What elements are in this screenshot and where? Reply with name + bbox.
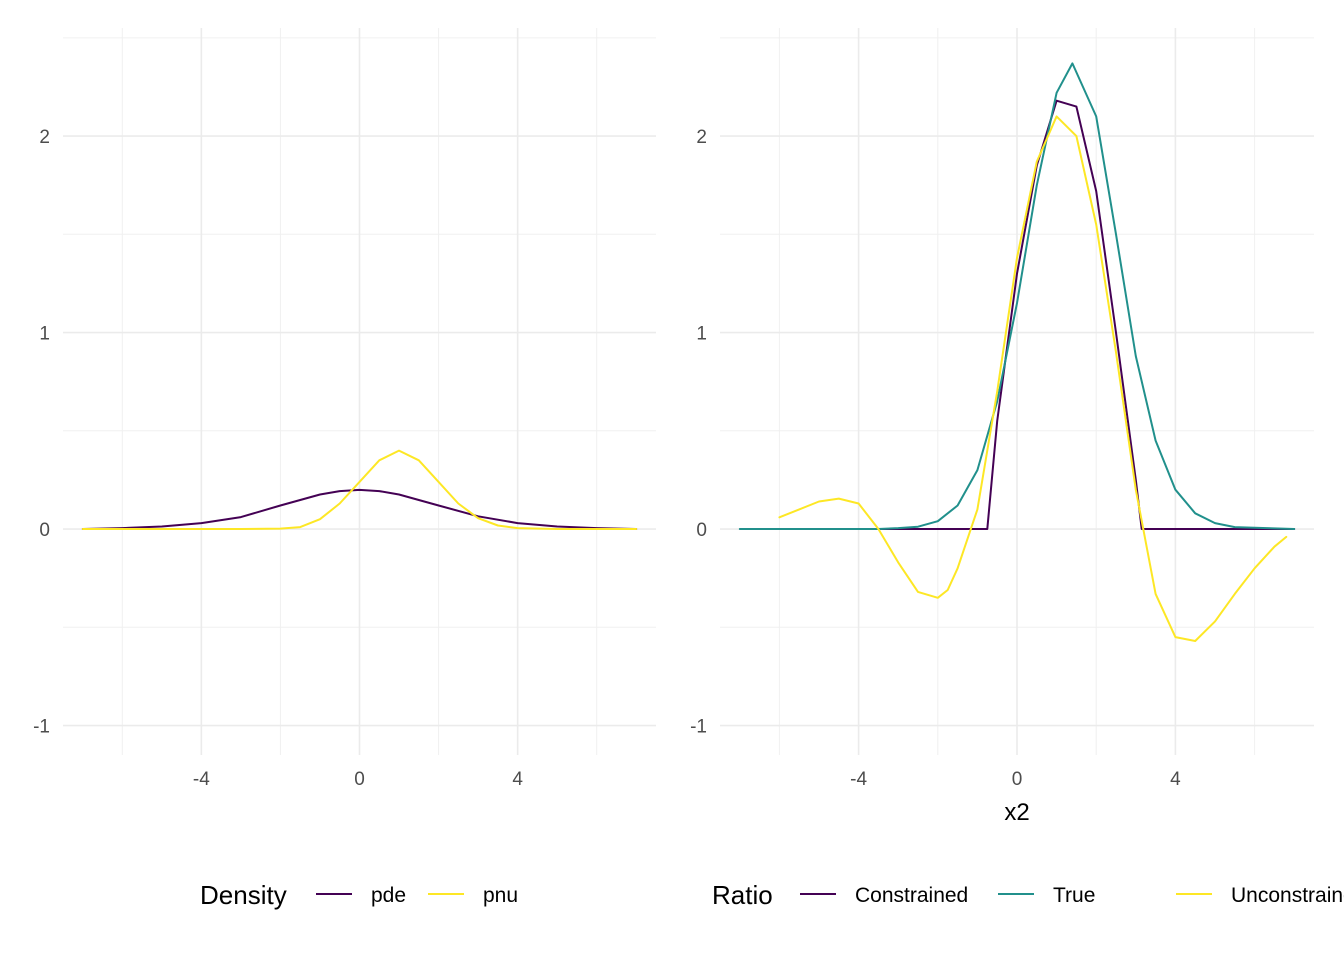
series-line-constrained bbox=[778, 99, 1296, 530]
y-tick-label: 1 bbox=[696, 324, 707, 345]
series-line-unconstrained bbox=[778, 115, 1288, 642]
series-line-pde bbox=[81, 488, 638, 530]
x-tick-label: 4 bbox=[1170, 769, 1181, 790]
legend-label-true: True bbox=[1053, 884, 1095, 907]
ratio-legend: Ratio Constrained True Unconstrained bbox=[712, 880, 1344, 910]
y-tick-label: 0 bbox=[696, 520, 707, 541]
density-panel: -1 0 1 2 -4 0 4 Density pde pnu bbox=[33, 28, 656, 910]
x-tick-label: -4 bbox=[193, 769, 210, 790]
legend-label-pde: pde bbox=[371, 884, 406, 907]
x-axis-title: x2 bbox=[1004, 799, 1029, 826]
x-tick-label: 0 bbox=[354, 769, 365, 790]
x-tick-label: -4 bbox=[850, 769, 867, 790]
x-tick-label: 4 bbox=[512, 769, 523, 790]
y-tick-label: 2 bbox=[39, 127, 50, 148]
series-line-pnu bbox=[81, 449, 638, 530]
legend-title: Density bbox=[200, 880, 287, 910]
legend-label-pnu: pnu bbox=[483, 884, 518, 907]
y-tick-label: 2 bbox=[696, 127, 707, 148]
y-tick-label: 0 bbox=[39, 520, 50, 541]
y-tick-label: -1 bbox=[33, 717, 50, 738]
legend-label-constrained: Constrained bbox=[855, 884, 968, 907]
y-tick-label: -1 bbox=[690, 717, 707, 738]
y-tick-label: 1 bbox=[39, 324, 50, 345]
legend-label-unconstrained: Unconstrained bbox=[1231, 884, 1344, 907]
x-tick-label: 0 bbox=[1012, 769, 1023, 790]
legend-title: Ratio bbox=[712, 880, 773, 910]
series-line-true bbox=[738, 62, 1296, 530]
ratio-panel: -1 0 1 2 -4 0 4 x2 Ratio Constrained True Uncon… bbox=[690, 28, 1344, 910]
density-legend: Density pde pnu bbox=[200, 880, 518, 910]
